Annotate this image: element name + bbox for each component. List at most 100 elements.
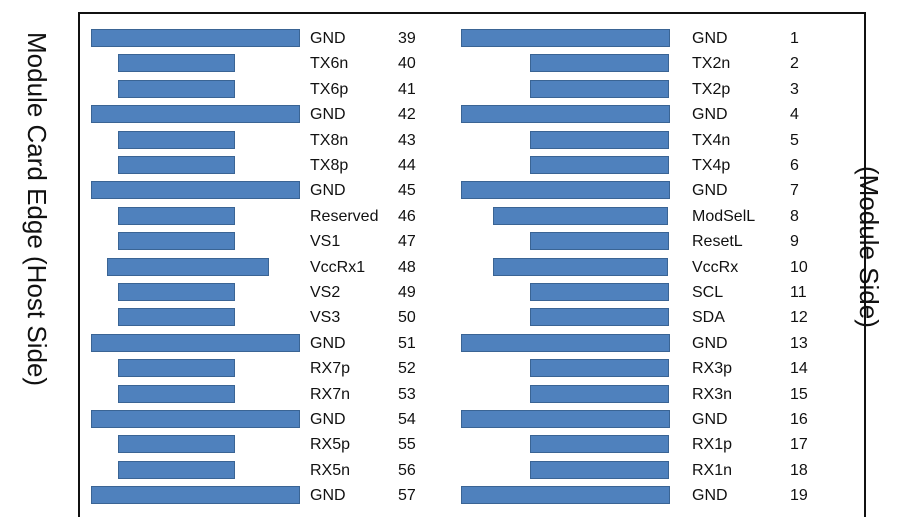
module-signal-label: GND bbox=[692, 182, 728, 200]
host-pin-number: 43 bbox=[398, 131, 416, 149]
module-pad bbox=[530, 54, 669, 73]
host-pin-number: 42 bbox=[398, 106, 416, 124]
module-signal-label: TX4n bbox=[692, 131, 731, 149]
host-pad bbox=[118, 308, 235, 327]
module-signal-label: TX4p bbox=[692, 157, 731, 174]
module-signal-label: RX3p bbox=[692, 360, 733, 378]
host-pad bbox=[118, 460, 235, 479]
host-pin-number: 46 bbox=[398, 207, 416, 225]
module-pad bbox=[461, 105, 670, 124]
host-pin-number: 57 bbox=[398, 487, 416, 505]
module-pad bbox=[493, 206, 668, 225]
module-pin-number: 4 bbox=[790, 106, 799, 124]
module-signal-label: RX3n bbox=[692, 385, 733, 403]
module-signal-label: SDA bbox=[692, 309, 725, 327]
host-signal-label: GND bbox=[310, 30, 346, 47]
module-pin-number: 18 bbox=[790, 461, 808, 479]
module-signal-label: GND bbox=[692, 411, 728, 428]
host-pad bbox=[118, 79, 235, 98]
module-pin-number: 15 bbox=[790, 385, 808, 403]
host-pin-number: 51 bbox=[398, 334, 416, 352]
host-pin-number: 45 bbox=[398, 182, 416, 200]
host-signal-label: TX8n bbox=[310, 131, 349, 149]
host-signal-label: GND bbox=[310, 106, 346, 124]
module-pin-number: 12 bbox=[790, 309, 808, 327]
host-signal-label: Reserved bbox=[310, 207, 379, 225]
module-pin-number: 19 bbox=[790, 487, 808, 505]
module-pad bbox=[461, 333, 670, 352]
module-pad bbox=[461, 410, 670, 428]
host-signal-label: GND bbox=[310, 334, 346, 352]
module-pin-number: 14 bbox=[790, 360, 808, 378]
host-signal-label: VS3 bbox=[310, 309, 341, 327]
host-pad bbox=[118, 384, 235, 403]
module-pin-number: 2 bbox=[790, 55, 799, 73]
host-signal-label: RX5n bbox=[310, 461, 351, 479]
module-pad bbox=[530, 283, 669, 301]
host-signal-label: TX8p bbox=[310, 157, 349, 174]
host-signal-label: RX7p bbox=[310, 360, 351, 378]
host-signal-label: VS1 bbox=[310, 233, 341, 251]
host-signal-label: TX6n bbox=[310, 55, 349, 73]
module-pad bbox=[493, 257, 668, 276]
host-side-label: Module Card Edge (Host Side) bbox=[22, 32, 52, 387]
module-pad bbox=[461, 486, 670, 505]
host-signal-label: TX6p bbox=[310, 80, 349, 98]
module-side-label: (Module Side) bbox=[854, 166, 884, 328]
host-pin-number: 50 bbox=[398, 309, 416, 327]
module-pad bbox=[530, 460, 669, 479]
module-pin-number: 10 bbox=[790, 258, 808, 276]
host-pin-number: 44 bbox=[398, 157, 416, 174]
module-signal-label: GND bbox=[692, 487, 728, 505]
module-pin-number: 8 bbox=[790, 207, 799, 225]
host-pad bbox=[91, 333, 300, 352]
host-pad bbox=[118, 156, 235, 174]
module-signal-label: RX1p bbox=[692, 436, 733, 454]
module-signal-label: ResetL bbox=[692, 233, 743, 251]
host-signal-label: VccRx1 bbox=[310, 258, 366, 276]
module-pin-number: 6 bbox=[790, 157, 799, 174]
module-pad bbox=[530, 435, 669, 454]
module-signal-label: SCL bbox=[692, 284, 724, 301]
module-signal-label: GND bbox=[692, 334, 728, 352]
module-signal-label: GND bbox=[692, 30, 728, 47]
host-signal-label: RX5p bbox=[310, 436, 351, 454]
module-signal-label: GND bbox=[692, 106, 728, 124]
module-pin-number: 11 bbox=[790, 284, 807, 301]
module-signal-label: VccRx bbox=[692, 258, 739, 276]
module-pin-number: 17 bbox=[790, 436, 808, 454]
module-pad bbox=[530, 359, 669, 378]
host-pin-number: 39 bbox=[398, 30, 416, 47]
host-pin-number: 54 bbox=[398, 411, 416, 428]
host-pad bbox=[118, 130, 235, 149]
host-pad bbox=[91, 105, 300, 124]
host-pin-number: 41 bbox=[398, 80, 416, 98]
module-pin-number: 16 bbox=[790, 411, 808, 428]
host-pin-number: 48 bbox=[398, 258, 416, 276]
host-signal-label: GND bbox=[310, 411, 346, 428]
host-pad bbox=[118, 54, 235, 73]
module-pin-number: 13 bbox=[790, 334, 808, 352]
module-pad bbox=[530, 308, 669, 327]
module-pin-number: 9 bbox=[790, 233, 799, 251]
host-signal-label: GND bbox=[310, 487, 346, 505]
module-signal-label: RX1n bbox=[692, 461, 733, 479]
module-pad bbox=[530, 232, 669, 251]
host-pad bbox=[118, 359, 235, 378]
host-pin-number: 55 bbox=[398, 436, 416, 454]
host-signal-label: RX7n bbox=[310, 385, 351, 403]
host-pin-number: 53 bbox=[398, 385, 416, 403]
host-pin-number: 47 bbox=[398, 233, 416, 251]
host-signal-label: GND bbox=[310, 182, 346, 200]
module-pad bbox=[530, 79, 669, 98]
host-pad bbox=[91, 410, 300, 428]
host-pin-number: 49 bbox=[398, 284, 416, 301]
module-pad bbox=[530, 130, 669, 149]
host-pad bbox=[118, 435, 235, 454]
module-pin-number: 7 bbox=[790, 182, 799, 200]
host-pad bbox=[91, 181, 300, 200]
host-pin-number: 56 bbox=[398, 461, 416, 479]
host-pad bbox=[118, 232, 235, 251]
host-pad bbox=[91, 486, 300, 505]
host-pin-number: 52 bbox=[398, 360, 416, 378]
